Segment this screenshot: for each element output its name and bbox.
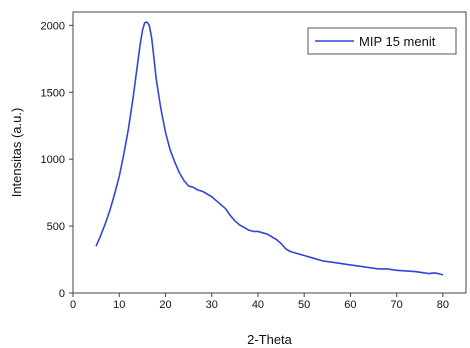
x-tick-label: 30 — [206, 299, 218, 311]
x-tick-label: 10 — [113, 299, 125, 311]
y-tick-label: 2000 — [41, 20, 65, 32]
x-tick-label: 20 — [159, 299, 171, 311]
x-tick-label: 50 — [298, 299, 310, 311]
x-axis-title: 2-Theta — [247, 332, 293, 347]
y-tick-label: 1000 — [41, 154, 65, 166]
x-tick-label: 60 — [344, 299, 356, 311]
y-tick-label: 1500 — [41, 87, 65, 99]
legend-label-mip-15-menit: MIP 15 menit — [359, 34, 436, 49]
x-tick-label: 80 — [437, 299, 449, 311]
y-axis-title: Intensitas (a.u.) — [9, 108, 24, 198]
x-tick-label: 0 — [70, 299, 76, 311]
x-tick-label: 70 — [391, 299, 403, 311]
legend: MIP 15 menit — [308, 28, 456, 54]
y-tick-label: 0 — [59, 288, 65, 300]
x-tick-label: 40 — [252, 299, 264, 311]
y-tick-label: 500 — [47, 221, 65, 233]
